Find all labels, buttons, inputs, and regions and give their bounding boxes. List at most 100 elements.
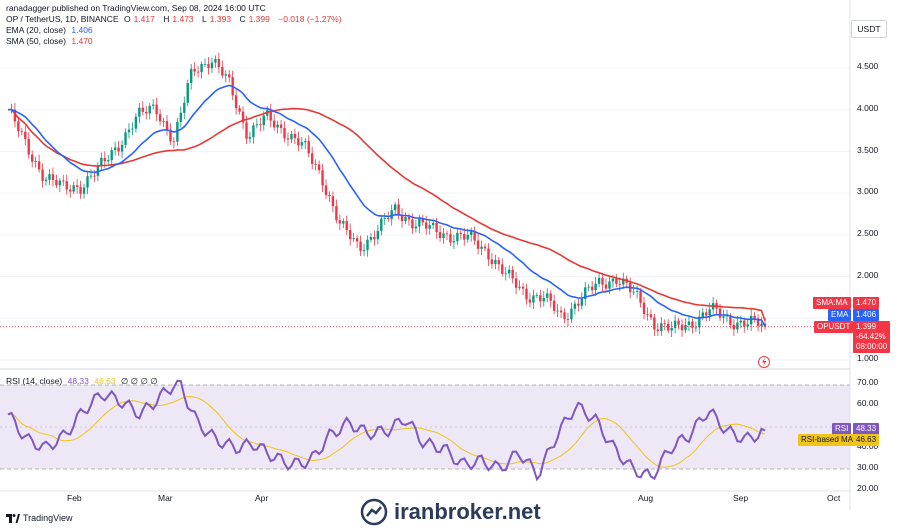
sma-legend[interactable]: SMA (50, close) 1.470 xyxy=(6,36,96,47)
rsi-badge: RSI xyxy=(832,423,852,435)
rsi-line xyxy=(7,379,766,482)
candle-body xyxy=(559,310,563,313)
candle-body xyxy=(739,320,743,323)
candle-body xyxy=(705,312,708,316)
rsi-ma-badge-label: RSI-based MA xyxy=(801,435,854,444)
candle-body xyxy=(404,217,407,222)
candle-body xyxy=(238,108,241,112)
rsi-tick: 60.00 xyxy=(857,398,879,408)
rsi-tick: 70.00 xyxy=(857,377,879,387)
high-label: H xyxy=(163,14,170,24)
candle-body xyxy=(431,222,435,226)
candle-body xyxy=(587,286,590,288)
watermark: iranbroker.net xyxy=(360,498,541,526)
candle-body xyxy=(414,226,418,229)
candle-body xyxy=(418,218,421,227)
candle-body xyxy=(642,302,646,315)
candle-body xyxy=(677,320,680,325)
candle-body xyxy=(37,161,41,170)
candle-body xyxy=(179,112,183,122)
candle-body xyxy=(487,248,490,260)
candle-body xyxy=(639,290,642,303)
ema-badge: EMA xyxy=(828,309,852,321)
price-tick: 3.000 xyxy=(857,186,879,196)
rsi-legend-name: RSI (14, close) xyxy=(6,376,63,386)
candle-body xyxy=(691,321,694,328)
candle-body xyxy=(435,222,438,233)
candle-body xyxy=(196,71,200,73)
rsi-legend[interactable]: RSI (14, close) 48.33 46.63 ∅ ∅ ∅ ∅ xyxy=(6,376,161,387)
low-value: 1.393 xyxy=(209,14,232,24)
candle-body xyxy=(483,246,487,249)
close-label: C xyxy=(239,14,246,24)
candle-body xyxy=(207,63,210,69)
candle-body xyxy=(93,175,96,177)
candle-body xyxy=(684,324,687,331)
candle-body xyxy=(542,297,545,302)
candle-body xyxy=(75,185,79,188)
candle-body xyxy=(649,314,653,318)
watermark-text: iranbroker.net xyxy=(394,499,541,524)
open-label: O xyxy=(123,14,131,24)
ema-legend[interactable]: EMA (20, close) 1.406 xyxy=(6,25,96,36)
candle-body xyxy=(69,189,72,192)
candle-body xyxy=(297,138,300,146)
sma-legend-name: SMA (50, close) xyxy=(6,36,66,46)
candle-body xyxy=(393,204,397,211)
candle-body xyxy=(511,269,514,279)
candle-body xyxy=(210,62,214,69)
lightning-icon[interactable] xyxy=(758,356,770,368)
candle-body xyxy=(656,329,660,332)
candle-body xyxy=(352,238,355,240)
time-tick: Oct xyxy=(827,493,841,503)
candle-body xyxy=(324,185,328,195)
candle-body xyxy=(317,164,321,171)
candle-body xyxy=(584,287,587,299)
low-label: L xyxy=(202,14,207,24)
candle-body xyxy=(96,165,100,176)
candle-body xyxy=(248,137,252,139)
price-tick: 2.500 xyxy=(857,228,879,238)
candle-body xyxy=(165,121,169,130)
candle-body xyxy=(20,131,24,133)
candle-body xyxy=(304,141,307,143)
candle-body xyxy=(310,153,314,164)
candle-body xyxy=(580,298,583,306)
last-price: 1.399 xyxy=(856,322,877,331)
candle-body xyxy=(269,110,272,121)
candle-body xyxy=(729,315,732,325)
candle-body xyxy=(494,260,497,265)
candle-body xyxy=(397,204,400,215)
candle-body xyxy=(183,102,186,113)
candle-body xyxy=(497,260,501,265)
candle-body xyxy=(293,133,297,139)
candle-body xyxy=(272,120,276,128)
candle-body xyxy=(290,133,293,140)
candle-body xyxy=(476,240,480,249)
candle-body xyxy=(525,288,528,300)
candle-body xyxy=(421,218,424,223)
candle-body xyxy=(407,217,411,220)
candle-body xyxy=(345,221,348,231)
candle-body xyxy=(113,147,117,151)
candle-body xyxy=(736,322,739,330)
tradingview-brand[interactable]: TradingView xyxy=(6,513,73,523)
candle-body xyxy=(552,300,556,311)
candle-body xyxy=(660,323,663,332)
tradingview-brand-text: TradingView xyxy=(23,513,73,523)
currency-button[interactable]: USDT xyxy=(851,20,887,38)
candle-body xyxy=(224,74,227,76)
rsi-value-badge: 48.33 xyxy=(853,423,880,435)
symbol-badge: OPUSDT xyxy=(814,321,854,333)
candle-body xyxy=(79,187,82,194)
iranbroker-logo-icon xyxy=(360,498,388,526)
candle-body xyxy=(680,324,684,331)
candle-body xyxy=(217,58,221,68)
candle-body xyxy=(428,225,431,229)
time-axis: Feb Mar Apr Aug Sep Oct xyxy=(67,493,841,503)
rsi-ma-line xyxy=(7,395,766,468)
candle-body xyxy=(131,128,134,130)
rsi-legend-value: 48.33 xyxy=(67,376,89,386)
price-tick: 1.000 xyxy=(857,353,879,363)
